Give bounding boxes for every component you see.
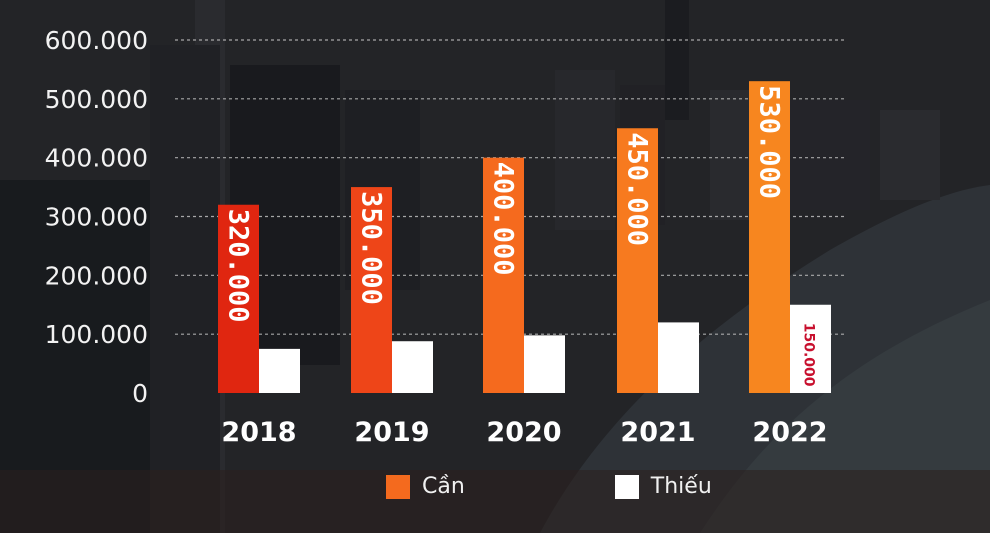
- legend-label-can: Cần: [422, 474, 465, 499]
- bar-can-value-label: 450.000: [622, 132, 653, 246]
- legend-swatch-can: [386, 474, 410, 499]
- y-tick-label: 100.000: [45, 320, 148, 349]
- bar-can: [749, 81, 790, 393]
- bar-can: [218, 204, 259, 393]
- x-category-label: 2022: [752, 417, 827, 448]
- legend-item-can: Cần: [386, 474, 465, 499]
- bar-can: [351, 187, 392, 393]
- x-category-label: 2020: [486, 417, 561, 448]
- legend: Cần Thiếu: [386, 474, 712, 499]
- y-tick-label: 300.000: [45, 203, 148, 232]
- x-category-label: 2018: [221, 417, 296, 448]
- y-tick-label: 200.000: [45, 261, 148, 290]
- legend-item-thieu: Thiếu: [614, 474, 712, 499]
- bar-thieu: [392, 341, 433, 393]
- bar-thieu: [658, 322, 699, 393]
- x-category-label: 2021: [620, 417, 695, 448]
- bar-can-value-label: 530.000: [754, 85, 785, 199]
- bar-can-value-label: 400.000: [488, 162, 519, 276]
- bar-thieu: [790, 304, 831, 393]
- y-tick-label: 600.000: [45, 26, 148, 55]
- y-tick-label: 0: [132, 379, 148, 408]
- bar-thieu-value-label: 150.000: [801, 323, 817, 387]
- y-tick-label: 500.000: [45, 85, 148, 114]
- legend-label-thieu: Thiếu: [650, 474, 712, 499]
- bar-thieu: [524, 335, 565, 393]
- bar-thieu: [259, 348, 300, 393]
- legend-swatch-thieu: [614, 474, 639, 499]
- bar-can: [617, 128, 658, 393]
- bar-can-value-label: 320.000: [223, 209, 254, 323]
- bar-can-value-label: 350.000: [356, 191, 387, 305]
- x-category-label: 2019: [354, 417, 429, 448]
- bar-can: [483, 157, 524, 393]
- y-tick-label: 400.000: [45, 144, 148, 173]
